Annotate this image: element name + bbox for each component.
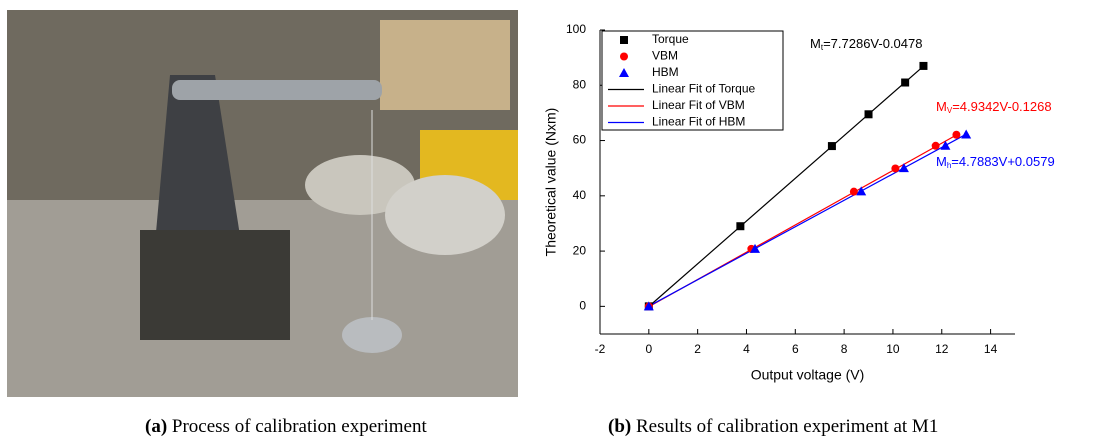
data-point: [827, 142, 836, 151]
legend-marker: [620, 36, 628, 44]
chart: 0 20 40 60 80 100 -2 0 2 4 6 8 10 12 14 Output voltage …: [543, 22, 1055, 383]
data-point: [898, 163, 909, 173]
x-tick-label: -2: [595, 342, 606, 356]
annotation-sub: h: [947, 161, 951, 170]
photo: [7, 10, 518, 397]
y-tick-label: 60: [573, 133, 587, 147]
x-tick-label: 12: [935, 342, 949, 356]
legend-label: HBM: [652, 65, 679, 79]
data-point: [736, 222, 745, 231]
annotation-rest: =7.7286V-0.0478: [823, 36, 922, 51]
data-point: [891, 164, 900, 173]
annotation: Mt=7.7286V-0.0478: [810, 36, 922, 52]
legend-marker: [619, 68, 629, 77]
annotation-text: M: [936, 154, 947, 169]
x-tick-label: 6: [792, 342, 799, 356]
annotation: MV=4.9342V-0.1268: [936, 99, 1052, 115]
x-tick-label: 14: [984, 342, 998, 356]
data-point: [849, 187, 858, 196]
x-tick-label: 8: [841, 342, 848, 356]
legend-label: VBM: [652, 49, 678, 63]
data-point: [864, 110, 873, 119]
annotation: Mh=4.7883V+0.0579: [936, 154, 1055, 170]
annotation-rest: =4.7883V+0.0579: [951, 154, 1054, 169]
data-point: [940, 140, 951, 150]
data-point: [750, 243, 761, 253]
data-point: [643, 301, 654, 311]
legend-label: Linear Fit of VBM: [652, 98, 745, 112]
x-tick-label: 4: [743, 342, 750, 356]
legend-label: Linear Fit of Torque: [652, 82, 755, 96]
legend-marker: [620, 52, 628, 61]
y-tick-label: 100: [566, 22, 586, 36]
caption: (a) Process of calibration experiment: [145, 416, 427, 437]
annotation-text: M: [936, 99, 947, 114]
caption-text: Results of calibration experiment at M1: [636, 416, 938, 437]
data-point: [931, 141, 940, 150]
fit-line: [648, 65, 924, 307]
y-tick-label: 40: [573, 188, 587, 202]
y-tick-label: 80: [573, 77, 587, 91]
data-point: [952, 130, 961, 139]
x-tick-label: 0: [645, 342, 652, 356]
x-tick-label: 10: [886, 342, 900, 356]
y-tick-label: 0: [579, 299, 586, 313]
fit-line: [648, 133, 967, 307]
legend-label: Linear Fit of HBM: [652, 115, 745, 129]
x-axis-label: Output voltage (V): [751, 367, 865, 383]
annotation-sub: t: [821, 43, 824, 52]
caption-label: (a): [145, 416, 167, 437]
annotation-sub: V: [947, 106, 953, 115]
caption-label: (b): [608, 416, 631, 437]
y-tick-label: 20: [573, 243, 587, 257]
data-point: [901, 78, 910, 87]
caption-text: Process of calibration experiment: [172, 416, 428, 437]
annotation-rest: =4.9342V-0.1268: [952, 99, 1051, 114]
data-point: [961, 129, 972, 139]
caption: (b) Results of calibration experiment at…: [608, 416, 938, 437]
legend: Torque VBM HBM Linear Fit of Torque Linear F…: [601, 30, 784, 131]
data-point: [856, 186, 867, 196]
data-point: [919, 61, 928, 70]
legend-label: Torque: [652, 32, 689, 46]
annotation-text: M: [810, 36, 821, 51]
y-axis-label: Theoretical value (Nxm): [543, 108, 559, 257]
legend-box: [601, 30, 784, 131]
x-tick-label: 2: [694, 342, 701, 356]
